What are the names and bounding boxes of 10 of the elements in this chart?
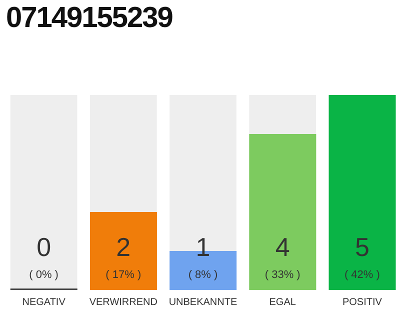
data-label: 2 ( 17% ) [106,232,142,281]
data-label: 0 ( 0% ) [29,232,58,281]
x-tick-label: VERWIRREND [89,297,158,308]
x-tick-label: NEGATIV [22,297,66,308]
data-label: 4 ( 33% ) [264,232,300,281]
x-tick-label: POSITIV [342,297,382,308]
x-tick-label: EGAL [269,297,296,308]
data-label: 5 ( 42% ) [344,232,380,281]
chart-title: 07149155239 [6,2,172,35]
x-tick-label: UNBEKANNTE [168,297,238,308]
